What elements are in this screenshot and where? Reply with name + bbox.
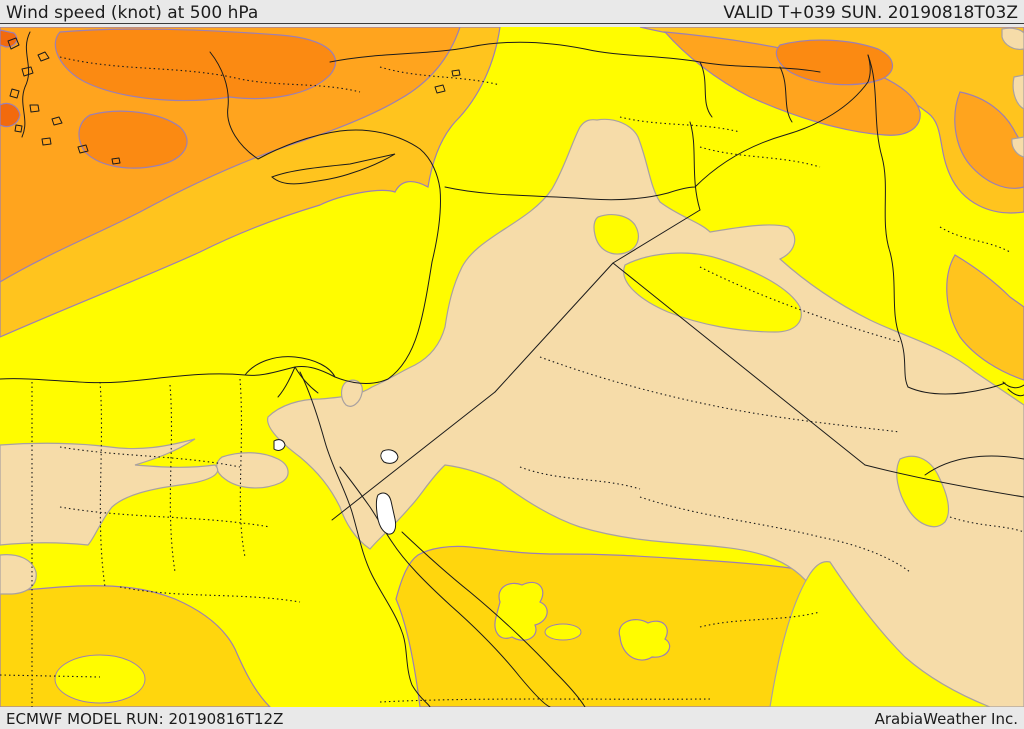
bitter-lake <box>273 439 286 451</box>
top-title-bar: Wind speed (knot) at 500 hPa VALID T+039… <box>0 0 1024 27</box>
wind-speed-map-canvas <box>0 27 1024 707</box>
coastlines-and-borders <box>0 31 1024 707</box>
dead-sea <box>380 449 399 464</box>
gulf-of-aqaba <box>375 492 397 535</box>
map-title: Wind speed (knot) at 500 hPa <box>6 3 259 23</box>
yellow-holes-in-gold-band <box>54 581 671 704</box>
title-underline-rule <box>0 23 1024 24</box>
bottom-credit-bar: ECMWF MODEL RUN: 20190816T12Z ArabiaWeat… <box>0 707 1024 729</box>
contour-level-red-orange-spots <box>0 29 21 128</box>
brand-label: ArabiaWeather Inc. <box>874 710 1018 728</box>
contour-level-tan-regions <box>0 27 1024 707</box>
model-run-label: ECMWF MODEL RUN: 20190816T12Z <box>6 710 284 728</box>
cyprus-island <box>271 153 396 185</box>
water-bodies <box>273 439 399 535</box>
dotted-borders <box>0 56 1024 707</box>
yellow-holes-in-tan-regions <box>593 214 991 707</box>
valid-time-label: VALID T+039 SUN. 20190818T03Z <box>723 3 1018 23</box>
